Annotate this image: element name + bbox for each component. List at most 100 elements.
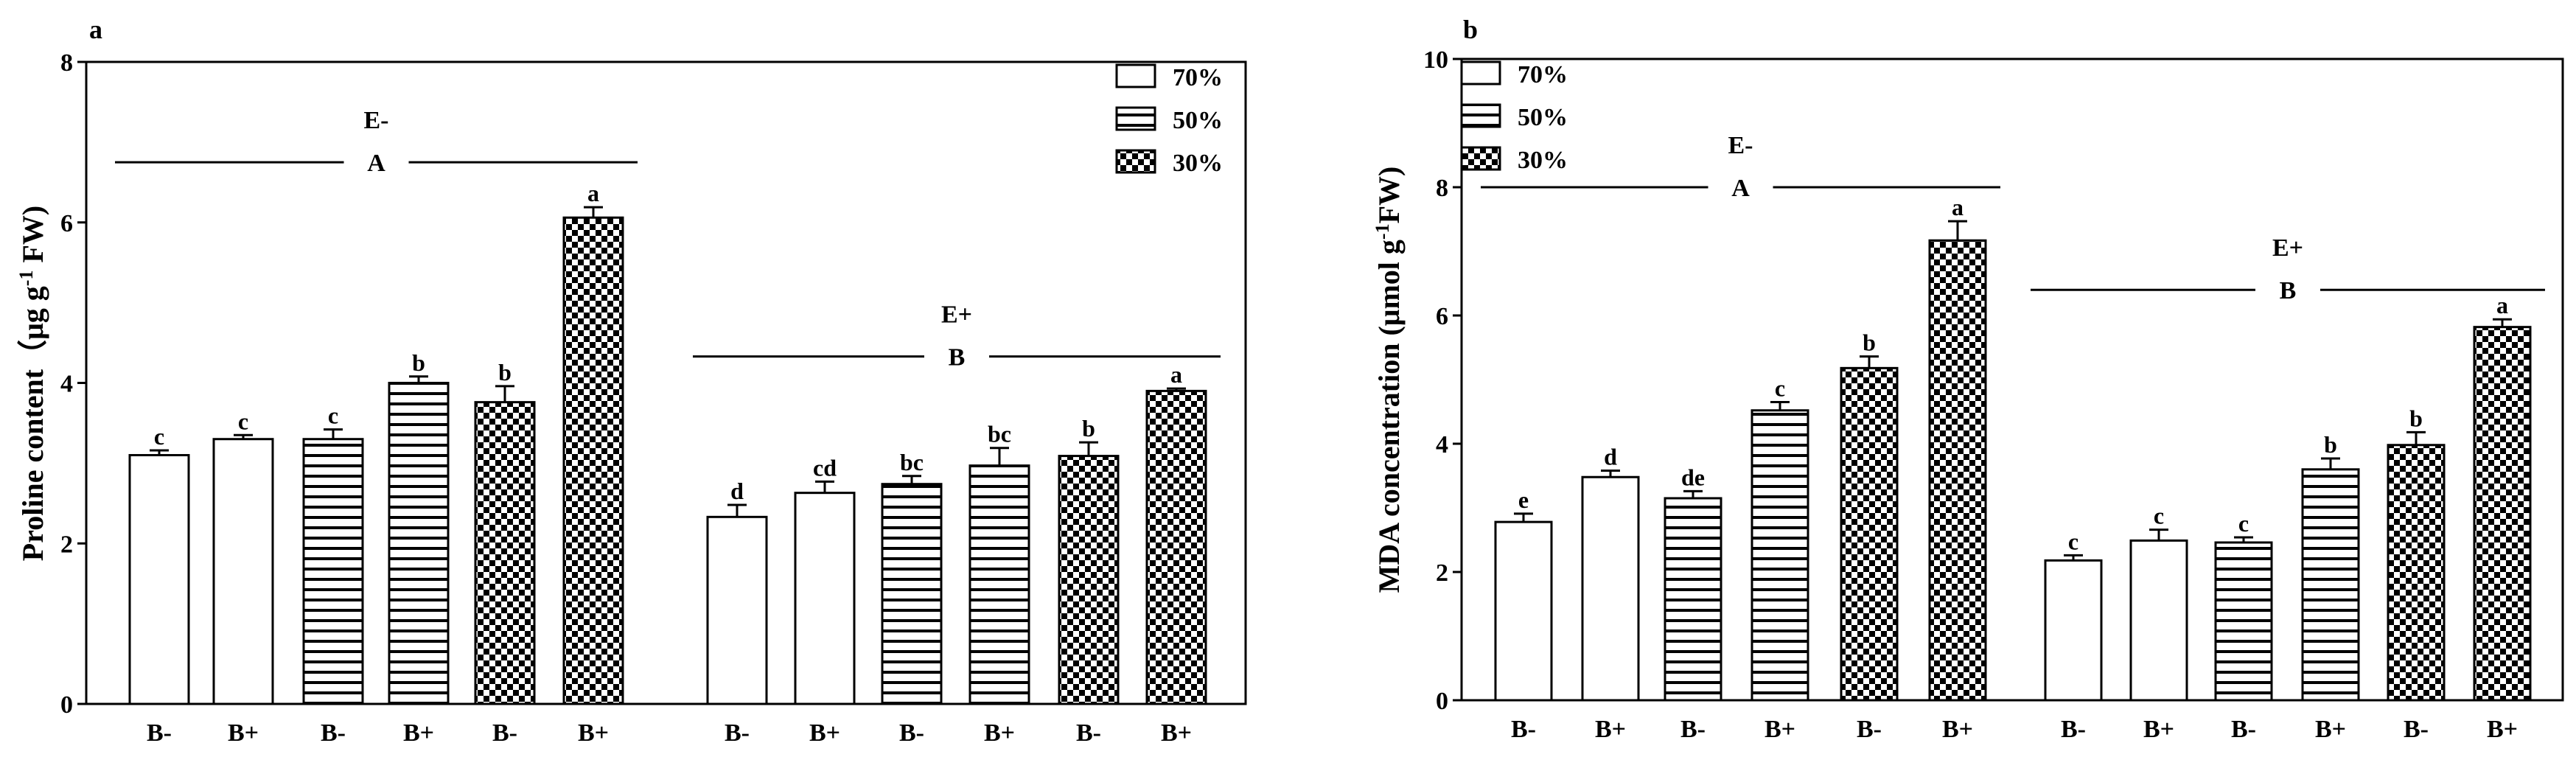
- x-tick-label: B+: [2487, 716, 2518, 743]
- x-tick-label: B-: [2231, 716, 2256, 743]
- x-tick-label: B-: [492, 719, 517, 747]
- legend-swatch: [1115, 149, 1156, 174]
- significance-letter: d: [1604, 444, 1617, 470]
- significance-letter: b: [2324, 431, 2337, 458]
- bar: [1928, 239, 1987, 702]
- significance-letter: b: [412, 349, 425, 376]
- bar: [706, 515, 768, 705]
- significance-letter: c: [2154, 503, 2164, 529]
- y-axis-label-part: -1: [1372, 223, 1393, 240]
- y-tick-label: 2: [60, 531, 73, 558]
- panel-a: a 0 2 4 6 8 Proline content（μg g-1 FW) c B-c B+ c B…: [15, 15, 1247, 747]
- bar: [2129, 539, 2188, 702]
- significance-letter: b: [498, 359, 512, 386]
- y-tick-label: 0: [60, 691, 73, 719]
- bar: [128, 453, 190, 705]
- bar: [1840, 366, 1899, 702]
- x-tick-label: B-: [321, 719, 346, 747]
- significance-letter: a: [2496, 292, 2508, 318]
- significance-letter: bc: [900, 449, 924, 475]
- bar: [2473, 326, 2532, 702]
- bar: [388, 382, 450, 705]
- bar: [2387, 444, 2446, 702]
- bar: [1581, 475, 1640, 702]
- bar: [881, 483, 943, 705]
- bar: [1751, 409, 1809, 702]
- y-axis-label-part: FW): [1372, 167, 1406, 224]
- significance-letter: cd: [813, 454, 837, 481]
- significance-letter: e: [1518, 486, 1529, 513]
- y-tick-label: 8: [60, 49, 73, 77]
- x-tick-label: B-: [1680, 716, 1706, 743]
- x-tick-label: B+: [1595, 716, 1626, 743]
- y-axis-label-part: MDA concentration (μmol g: [1372, 240, 1406, 593]
- significance-letter: b: [1863, 329, 1876, 356]
- bar: [968, 464, 1030, 705]
- group-letter: B: [949, 344, 966, 371]
- legend-label: 30%: [1173, 150, 1223, 177]
- legend-label: 50%: [1518, 104, 1568, 131]
- bar: [794, 492, 856, 705]
- significance-letter: c: [2238, 510, 2249, 537]
- legend-swatch: [1115, 63, 1156, 88]
- significance-letter: a: [587, 180, 599, 206]
- significance-letter: c: [2068, 528, 2078, 554]
- group-name: E-: [364, 107, 389, 134]
- significance-letter: bc: [988, 421, 1011, 447]
- significance-letter: b: [1082, 415, 1095, 442]
- x-tick-label: B-: [899, 719, 924, 747]
- bar: [474, 401, 536, 705]
- bar: [1664, 497, 1722, 702]
- legend-label: 50%: [1173, 107, 1223, 134]
- significance-letter: c: [238, 408, 248, 434]
- group-name: E+: [941, 301, 972, 329]
- x-tick-label: B-: [1511, 716, 1536, 743]
- x-tick-label: B+: [228, 719, 259, 747]
- x-tick-label: B-: [2404, 716, 2429, 743]
- y-tick-label: 8: [1436, 175, 1448, 202]
- bar: [562, 216, 624, 705]
- bar: [212, 438, 274, 705]
- significance-letter: b: [2409, 405, 2423, 431]
- legend-swatch: [1460, 146, 1501, 171]
- x-tick-label: B+: [2143, 716, 2174, 743]
- y-axis-label: Proline content（μg g-1 FW): [15, 206, 50, 561]
- y-tick-label: 4: [1436, 431, 1448, 458]
- bar: [302, 438, 364, 705]
- y-axis-label-part: Proline content（μg g: [16, 286, 49, 561]
- y-tick-label: 4: [60, 371, 73, 398]
- y-axis-label-part: -1: [15, 271, 37, 287]
- y-tick-label: 10: [1423, 46, 1448, 74]
- bar: [1058, 455, 1120, 705]
- x-tick-label: B-: [2061, 716, 2086, 743]
- x-tick-label: B-: [147, 719, 172, 747]
- y-tick-label: 2: [1436, 559, 1448, 587]
- legend-swatch: [1460, 103, 1501, 128]
- significance-letter: d: [730, 478, 744, 504]
- x-tick-label: B+: [2315, 716, 2346, 743]
- x-tick-label: B+: [578, 719, 609, 747]
- legend-label: 70%: [1518, 61, 1568, 88]
- legend-swatch: [1460, 60, 1501, 86]
- group-letter: B: [2280, 277, 2297, 304]
- significance-letter: a: [1952, 194, 1964, 220]
- panel-label: a: [89, 15, 102, 44]
- x-tick-label: B+: [984, 719, 1015, 747]
- group-letter: A: [367, 150, 385, 177]
- panel-b: b 0 2 4 6 8 10 MDA concentration (μmol g-1FW) e B…: [1372, 15, 2564, 743]
- significance-letter: c: [328, 402, 338, 429]
- bar: [2214, 541, 2273, 702]
- legend-label: 30%: [1518, 147, 1568, 174]
- y-tick-label: 0: [1436, 688, 1448, 715]
- significance-letter: a: [1170, 361, 1182, 388]
- x-tick-label: B+: [403, 719, 434, 747]
- plot-frame: [1460, 57, 2564, 702]
- x-tick-label: B-: [725, 719, 750, 747]
- y-tick-label: 6: [60, 210, 73, 237]
- bar: [1145, 389, 1207, 705]
- bar: [2044, 559, 2103, 702]
- bar: [2301, 468, 2360, 702]
- legend-label: 70%: [1173, 64, 1223, 91]
